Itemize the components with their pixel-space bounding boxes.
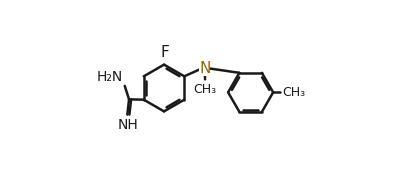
Text: CH₃: CH₃ <box>193 83 216 96</box>
Text: H₂N: H₂N <box>97 70 123 84</box>
Text: CH₃: CH₃ <box>281 86 304 99</box>
Text: NH: NH <box>117 118 138 132</box>
Text: N: N <box>198 61 210 76</box>
Text: F: F <box>160 45 169 60</box>
